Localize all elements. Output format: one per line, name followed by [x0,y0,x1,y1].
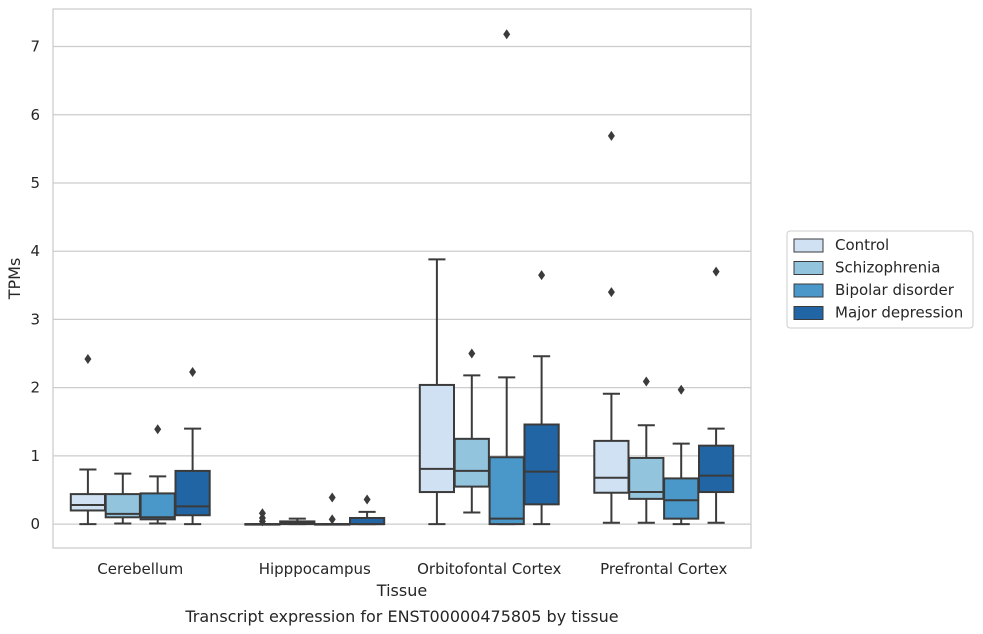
y-axis-label: TPMs [5,258,24,301]
box-item [348,494,386,526]
box-item [453,348,490,514]
box-item [663,384,700,526]
box-body [418,383,456,494]
series-major-depression [174,266,735,526]
box-item [697,266,735,524]
outlier-point [363,494,371,505]
x-axis-label: Tissue [376,581,427,600]
x-tick-labels: Cerebellum Hipppocampus Orbitofontal Corte… [97,560,727,578]
legend-label: Major depression [835,304,963,322]
legend-item: Control [793,236,889,254]
y-tick-label: 3 [30,310,40,328]
box-item [418,258,456,526]
outlier-point [503,29,511,40]
y-tick-label: 5 [30,174,40,192]
outlier-point [677,384,685,395]
chart-caption: Transcript expression for ENST0000047580… [184,607,618,626]
y-tick-label: 7 [30,38,40,56]
outlier-point [468,348,476,359]
box-body [488,456,525,526]
legend-item: Major depression [793,304,963,322]
outlier-point [154,424,162,435]
outlier-point [642,376,650,387]
box-item [174,366,211,526]
box-body [593,439,630,494]
box-item [593,130,630,524]
y-tick-labels: 0 1 2 3 4 5 6 7 [30,38,40,534]
box-groups [69,29,735,527]
x-tick-label: Orbitofontal Cortex [417,560,561,578]
y-gridlines [53,45,751,525]
outlier-point [607,287,615,298]
box-item [244,508,281,527]
box-item [488,29,525,526]
box-item [279,517,316,526]
outlier-point [538,270,546,281]
series-bipolar-disorder [139,29,700,526]
legend-swatch [793,261,824,275]
outlier-point [712,266,720,277]
outlier-point [328,514,336,525]
outlier-point [189,366,197,377]
box-body [663,477,700,520]
legend-swatch [793,283,824,298]
y-tick-label: 1 [30,447,40,465]
legend-item: Bipolar disorder [793,281,955,299]
box-item [139,424,176,525]
box-item [104,472,141,525]
series-control [69,130,630,527]
legend-swatch [793,238,824,253]
outlier-point [328,492,336,503]
legend-label: Schizophrenia [835,259,940,277]
box-item [628,376,665,524]
x-tick-label: Hipppocampus [259,560,371,578]
legend-swatch [793,306,824,320]
y-tick-label: 0 [30,515,40,533]
x-tick-label: Cerebellum [97,560,183,578]
box-body [453,437,490,488]
plot-area-frame [52,8,752,549]
outlier-point [258,508,266,519]
legend: Control Schizophrenia Bipolar disorder Majo… [786,230,974,329]
box-body [174,469,211,517]
legend-item: Schizophrenia [793,259,940,277]
y-tick-label: 2 [30,379,40,397]
box-body [69,493,107,512]
y-tick-label: 4 [30,242,40,260]
box-body [697,444,735,494]
y-tick-label: 6 [30,106,40,124]
legend-label: Bipolar disorder [835,281,955,299]
outlier-point [84,354,92,365]
box-item [314,492,351,526]
legend-label: Control [835,236,889,254]
x-tick-label: Prefrontal Cortex [600,560,727,578]
outlier-point [607,130,615,141]
box-body [523,423,560,506]
box-item [69,354,107,526]
series-schizophrenia [104,348,665,526]
legend-frame [786,230,974,329]
box-item [523,270,560,526]
box-body [139,492,176,521]
